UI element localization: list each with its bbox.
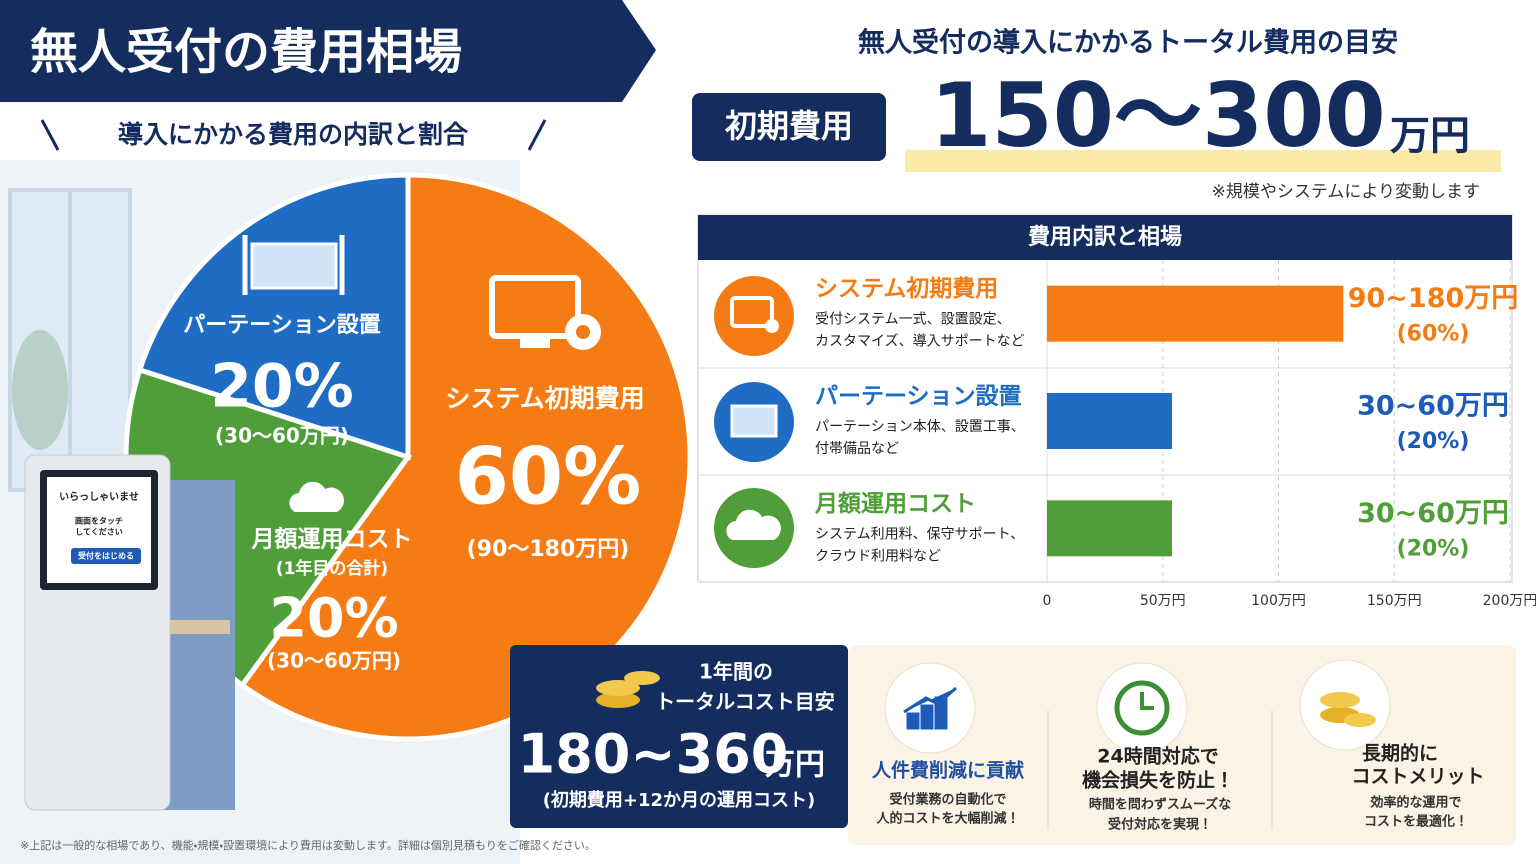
bar-share: (20%) — [1397, 429, 1470, 454]
bar — [1047, 500, 1173, 557]
bar-description: システム利用料、保守サポート、 — [815, 526, 1024, 542]
bar-category: 月額運用コスト — [814, 491, 976, 517]
bar-description: クラウド利用料など — [815, 548, 941, 564]
kiosk: いらっしゃいませ 画面をタッチ してください 受付をはじめる — [24, 454, 235, 811]
title-banner — [0, 0, 656, 102]
desk — [170, 620, 230, 634]
benefit-title: 人件費削減に貢献 — [871, 759, 1024, 782]
bar-description: 受付システム一式、設置設定、 — [815, 312, 1011, 328]
bar-share: (60%) — [1397, 322, 1470, 347]
page-title: 無人受付の費用相場 — [30, 24, 462, 80]
slice-note: (1年目の合計) — [276, 558, 388, 579]
monitor-stand — [520, 336, 550, 348]
x-tick-label: 100万円 — [1251, 593, 1306, 609]
benefit-desc: 受付業務の自動化で — [889, 792, 1006, 808]
cloud-icon — [289, 481, 344, 512]
x-tick-label: 50万円 — [1140, 593, 1186, 609]
total-note: (初期費用+12か月の運用コスト) — [543, 789, 816, 811]
coin-icon — [1320, 692, 1360, 708]
bar-description: カスタマイズ、導入サポートなど — [815, 334, 1025, 350]
total-heading: 1年間の — [699, 660, 773, 684]
bar-category: パーテーション設置 — [815, 384, 1022, 410]
icon-panel — [730, 404, 778, 438]
badge-text: 初期費用 — [725, 107, 853, 145]
subtitle: 導入にかかる費用の内訳と割合 — [118, 120, 469, 149]
benefit-desc: コストを最適化！ — [1364, 814, 1468, 830]
decoration — [527, 119, 547, 151]
breakdown-title: 費用内訳と相場 — [1028, 225, 1182, 250]
benefit-desc: 時間を問わずスムーズな — [1089, 797, 1231, 813]
pie-icons — [242, 235, 601, 512]
bar-description: 付帯備品など — [815, 441, 899, 457]
slice-name: パーテーション設置 — [183, 313, 381, 338]
benefit-desc: 受付対応を実現！ — [1108, 817, 1212, 833]
partition-icon — [250, 242, 338, 290]
slice-percent: 20% — [210, 352, 354, 422]
clock-icon — [1114, 680, 1170, 736]
benefit-desc: 人的コストを大幅削減！ — [875, 811, 1019, 827]
bar-share: (20%) — [1397, 536, 1470, 561]
slice-range: (90～180万円) — [467, 537, 630, 562]
footnote: ※上記は一般的な相場であり、機能・規模・設置環境により費用は変動します。詳細は個… — [20, 838, 596, 852]
slice-percent: 60% — [455, 432, 642, 522]
benefit-title: 機会損失を防止！ — [1082, 769, 1234, 792]
slice-name: 月額運用コスト — [251, 527, 413, 553]
bar-range: 30~60万円 — [1357, 391, 1509, 422]
badge — [692, 93, 886, 161]
bar — [1047, 393, 1173, 449]
x-tick-label: 0 — [1043, 593, 1052, 609]
icon-system — [714, 276, 794, 356]
gear-hole — [576, 325, 590, 339]
pie-labels: システム初期費用 60% (90～180万円) 月額運用コスト (1年目の合計)… — [183, 313, 644, 673]
total-heading: トータルコスト目安 — [655, 690, 835, 714]
overview-title: 無人受付の導入にかかるトータル費用の目安 — [858, 27, 1398, 59]
coin-icon — [596, 692, 640, 708]
benefit-title: コストメリット — [1351, 766, 1484, 788]
x-tick-label: 200万円 — [1483, 593, 1536, 609]
icon-gear — [765, 319, 779, 333]
bar-range: 90~180万円 — [1348, 283, 1519, 314]
total-amount: 180~360 — [518, 723, 789, 786]
overview-note: ※規模やシステムにより変動します — [1212, 182, 1480, 202]
slice-range: (30～60万円) — [215, 424, 349, 448]
kiosk-screen — [47, 477, 151, 583]
initial-unit: 万円 — [1390, 113, 1470, 159]
kiosk-button — [71, 548, 141, 564]
total-box — [510, 645, 848, 828]
kiosk-greeting: いらっしゃいませ — [59, 491, 139, 503]
x-tick-label: 150万円 — [1367, 593, 1422, 609]
slice-name: システム初期費用 — [445, 384, 644, 413]
chart-icon — [903, 686, 957, 730]
kiosk-button-text: 受付をはじめる — [78, 551, 134, 561]
icon-monitor — [730, 296, 774, 328]
coin-icon — [624, 671, 660, 685]
benefit-title: 長期的に — [1362, 742, 1438, 765]
benefit-desc: 効率的な運用で — [1369, 795, 1461, 811]
slice-range: (30～60万円) — [267, 649, 401, 673]
bar-description: パーテーション本体、設置工事、 — [815, 419, 1025, 435]
bar-category: システム初期費用 — [815, 276, 998, 302]
plant — [12, 330, 68, 450]
decoration — [40, 119, 60, 151]
breakdown-header — [698, 215, 1512, 260]
kiosk-partition — [160, 480, 235, 810]
kiosk-prompt: してください — [75, 528, 123, 537]
benefit-title: 24時間対応で — [1097, 745, 1218, 768]
kiosk-prompt: 画面をタッチ — [75, 516, 123, 526]
bar-range: 30~60万円 — [1357, 498, 1509, 529]
highlight — [905, 150, 1501, 172]
icon-cloud — [726, 509, 781, 540]
coin-icon — [596, 680, 640, 696]
total-unit: 万円 — [765, 748, 825, 783]
initial-amount: 150～300 — [930, 64, 1385, 167]
slice-percent: 20% — [269, 587, 398, 650]
bar — [1047, 285, 1344, 342]
clock-hands — [1140, 692, 1154, 710]
coin-icon — [1344, 713, 1376, 727]
